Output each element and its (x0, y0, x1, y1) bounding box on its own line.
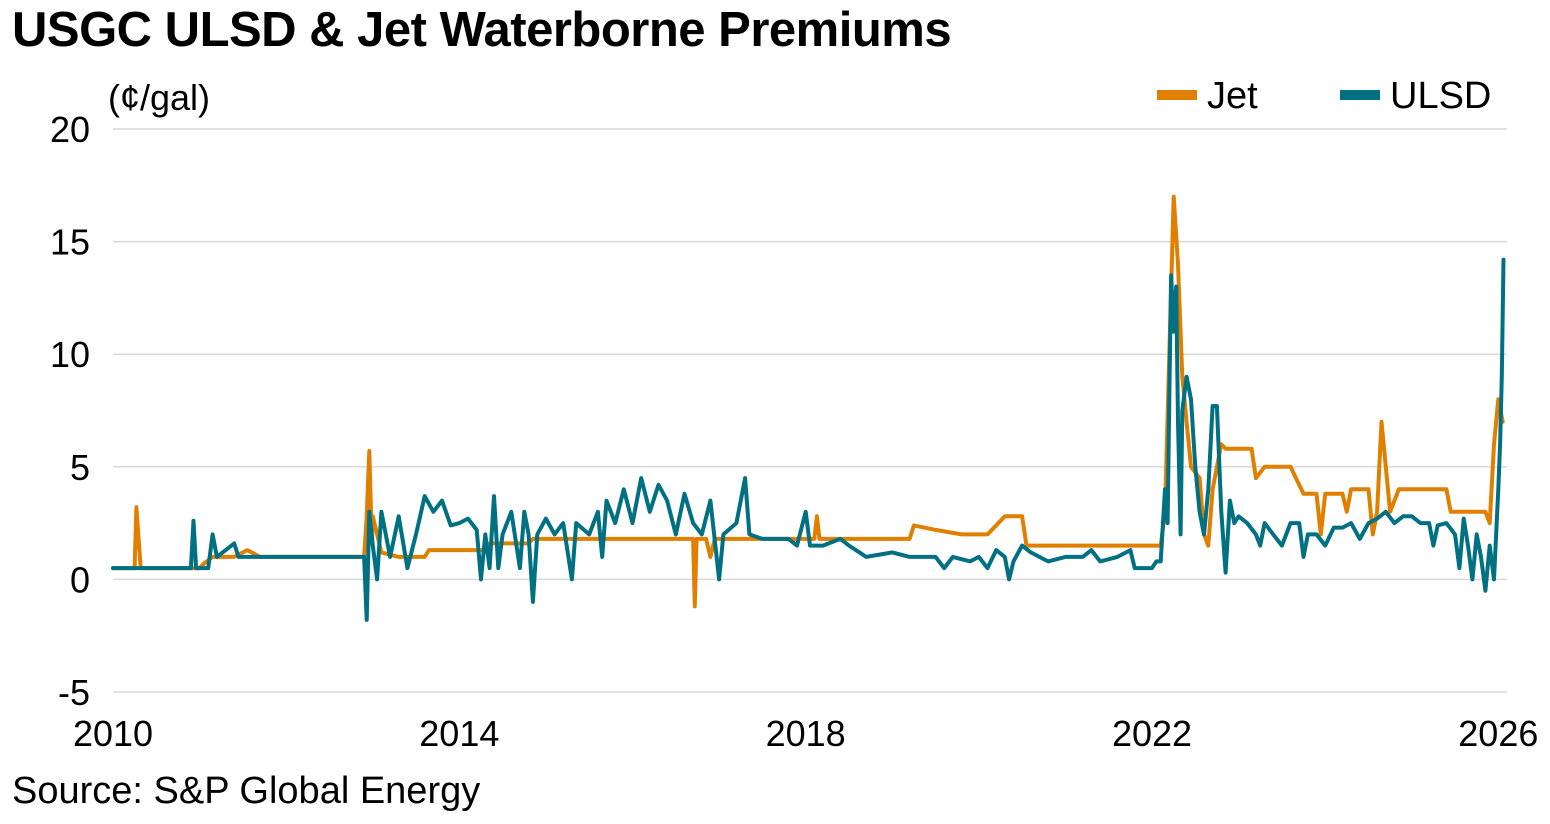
series-line-jet (111, 194, 1505, 609)
x-tick-label: 2026 (1458, 713, 1538, 754)
source-note: Source: S&P Global Energy (12, 770, 481, 812)
y-axis-ticks: -5 0 5 10 15 20 (50, 109, 90, 713)
y-tick-label: 10 (50, 334, 90, 375)
series-group (111, 194, 1506, 622)
legend-label: ULSD (1390, 75, 1491, 117)
gridlines (113, 128, 1507, 693)
legend-item-jet: Jet (1157, 75, 1258, 117)
x-tick-label: 2010 (73, 713, 153, 754)
x-tick-label: 2014 (419, 713, 499, 754)
legend-swatch (1340, 90, 1380, 100)
legend-item-ulsd: ULSD (1340, 75, 1491, 117)
y-tick-label: 5 (70, 447, 90, 488)
x-tick-label: 2018 (766, 713, 846, 754)
y-tick-label: 0 (70, 559, 90, 600)
x-axis-ticks: 2010 2014 2018 2022 2026 (73, 713, 1538, 754)
y-tick-label: 20 (50, 109, 90, 150)
chart-title: USGC ULSD & Jet Waterborne Premiums (12, 3, 952, 57)
legend-label: Jet (1207, 75, 1258, 117)
legend: Jet ULSD (1157, 75, 1491, 117)
series-line-ulsd (111, 257, 1506, 622)
x-tick-label: 2022 (1112, 713, 1192, 754)
y-tick-label: 15 (50, 222, 90, 263)
legend-swatch (1157, 90, 1197, 100)
y-tick-label: -5 (58, 672, 90, 713)
y-axis-unit-label: (¢/gal) (108, 77, 210, 118)
